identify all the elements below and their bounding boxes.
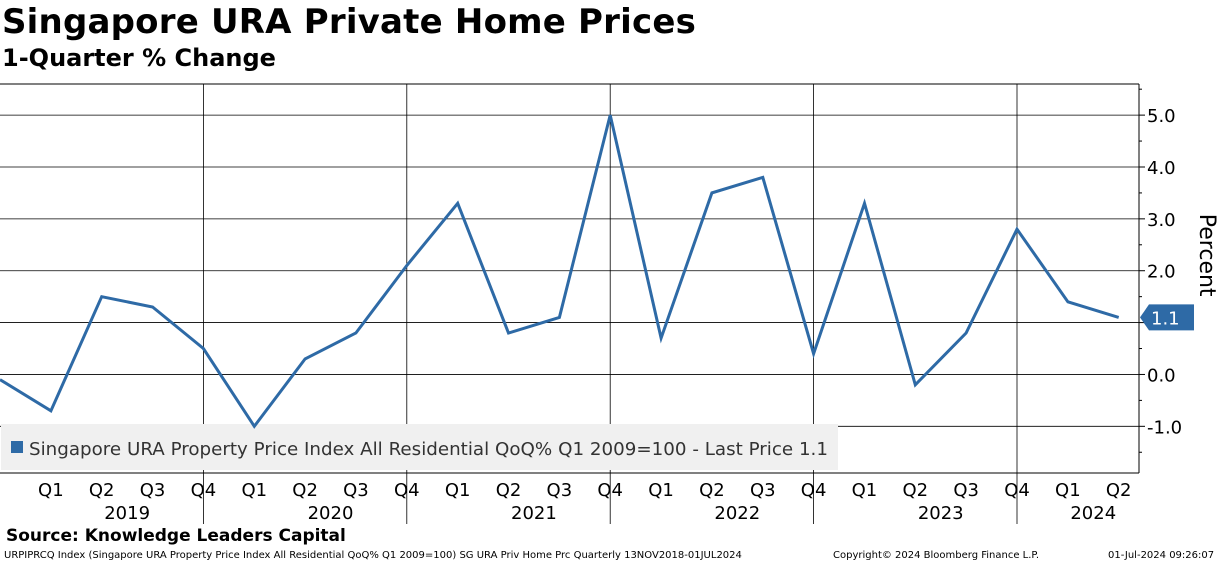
- y-tick-label: 0.0: [1147, 365, 1176, 386]
- x-tick-label: Q2: [292, 480, 318, 501]
- last-value-flag: [1140, 304, 1194, 331]
- x-tick-label: Q2: [496, 480, 522, 501]
- x-year-label: 2022: [714, 503, 760, 524]
- x-tick-label: Q3: [750, 480, 776, 501]
- x-tick-label: Q4: [801, 480, 827, 501]
- ticker-description: URPIPRCQ Index (Singapore URA Property P…: [4, 550, 742, 561]
- x-tick-label: Q1: [648, 480, 674, 501]
- x-year-label: 2019: [104, 503, 150, 524]
- source-note: Source: Knowledge Leaders Capital: [6, 526, 346, 546]
- y-tick-label: 4.0: [1147, 158, 1176, 179]
- x-tick-label: Q1: [445, 480, 471, 501]
- x-tick-label: Q4: [394, 480, 420, 501]
- legend: Singapore URA Property Price Index All R…: [1, 424, 838, 470]
- chart-subtitle: 1-Quarter % Change: [2, 44, 276, 72]
- x-year-label: 2023: [918, 503, 964, 524]
- x-tick-label: Q4: [1004, 480, 1030, 501]
- legend-label: Singapore URA Property Price Index All R…: [29, 439, 828, 460]
- x-tick-label: Q3: [140, 480, 166, 501]
- x-tick-label: Q2: [1106, 480, 1132, 501]
- copyright-note: Copyright© 2024 Bloomberg Finance L.P.: [833, 550, 1040, 561]
- x-tick-label: Q1: [1055, 480, 1081, 501]
- x-year-label: 2024: [1070, 503, 1116, 524]
- y-tick-label: 5.0: [1147, 106, 1176, 127]
- x-tick-label: Q3: [343, 480, 369, 501]
- x-year-label: 2021: [511, 503, 557, 524]
- y-axis-title: Percent: [1194, 214, 1219, 297]
- x-tick-label: Q1: [241, 480, 267, 501]
- timestamp: 01-Jul-2024 09:26:07: [1108, 550, 1215, 561]
- x-tick-label: Q2: [89, 480, 115, 501]
- y-tick-label: 3.0: [1147, 210, 1176, 231]
- x-tick-label: Q3: [953, 480, 979, 501]
- x-tick-label: Q3: [547, 480, 573, 501]
- x-tick-label: Q2: [902, 480, 928, 501]
- x-year-label: 2020: [308, 503, 354, 524]
- legend-swatch: [11, 441, 23, 453]
- x-tick-label: Q4: [597, 480, 623, 501]
- last-value-marker: 1.1: [1140, 304, 1194, 331]
- legend-background: [1, 424, 838, 470]
- x-tick-label: Q2: [699, 480, 725, 501]
- x-tick-label: Q1: [852, 480, 878, 501]
- x-tick-label: Q4: [191, 480, 217, 501]
- last-value-label: 1.1: [1151, 308, 1180, 329]
- chart-title: Singapore URA Private Home Prices: [2, 2, 697, 42]
- x-tick-label: Q1: [38, 480, 64, 501]
- y-tick-label: -1.0: [1147, 417, 1182, 438]
- y-tick-label: 2.0: [1147, 262, 1176, 283]
- series-line: [0, 114, 1120, 429]
